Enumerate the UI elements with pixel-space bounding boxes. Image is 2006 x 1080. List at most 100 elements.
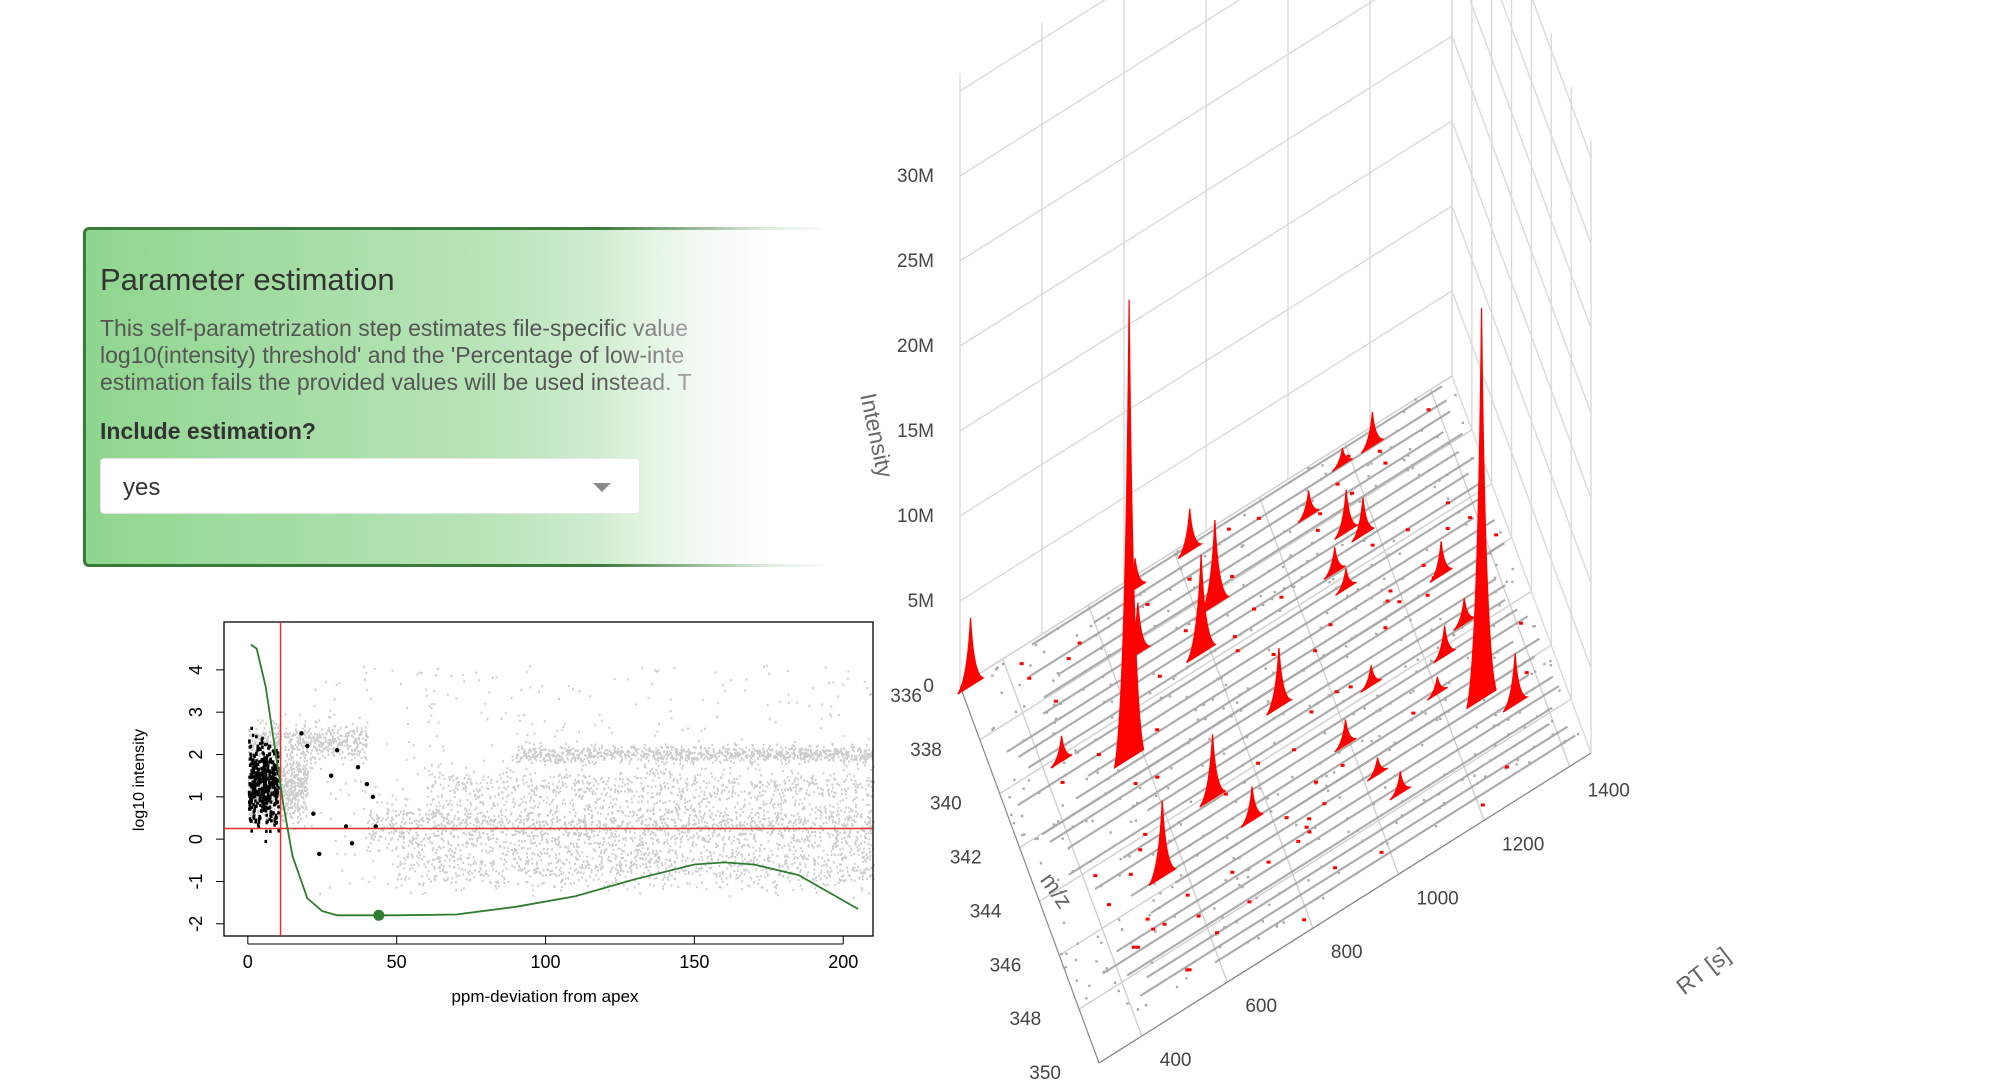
ppm-deviation-scatter-plot: 0 50 100 150 200 -2 -1 0 1 2 3 4 ppm-deviation from… xyxy=(131,621,875,1006)
density-curve xyxy=(250,643,859,917)
intensity-tick-label: 15M xyxy=(897,421,934,442)
include-estimation-label: Include estimation? xyxy=(100,418,316,444)
peak xyxy=(1050,735,1073,769)
mz-tick-label: 348 xyxy=(1009,1009,1041,1030)
x-tick-label: 150 xyxy=(679,952,709,972)
minor-peaks xyxy=(1019,408,1529,972)
panel-fade-overlay xyxy=(600,220,840,580)
peak xyxy=(1360,412,1384,454)
description-line: estimation fails the provided values wil… xyxy=(100,369,692,395)
selected-point xyxy=(343,824,349,829)
grid-line xyxy=(1451,120,1592,499)
y-tick-label: -2 xyxy=(186,916,206,932)
y-tick-label: -1 xyxy=(186,873,206,889)
peak xyxy=(1351,497,1375,543)
peak xyxy=(1433,625,1456,664)
grid-line xyxy=(1531,0,1592,159)
peak xyxy=(1113,299,1145,770)
selected-point xyxy=(317,851,322,857)
selected-points xyxy=(247,726,281,844)
peak xyxy=(1366,757,1389,782)
grid-line xyxy=(1451,290,1592,669)
grid-line xyxy=(1451,375,1592,754)
selected-point xyxy=(373,824,379,829)
rt-tick-label: 800 xyxy=(1331,942,1363,963)
grid-line xyxy=(959,0,1376,262)
tick-labels: 0 5M 10M 15M 20M 25M 30M 336 338 340 342 344 346 348 3… xyxy=(890,166,1630,1080)
y-tick-label: 4 xyxy=(186,665,206,675)
x-tick-label: 200 xyxy=(828,952,858,972)
plot-frame xyxy=(223,621,874,937)
plot-axes: 0 50 100 150 200 -2 -1 0 1 2 3 4 xyxy=(186,621,874,972)
grid-line xyxy=(1500,0,1592,244)
include-estimation-select[interactable]: yes xyxy=(100,458,640,514)
mz-tick-label: 338 xyxy=(910,740,942,761)
peak xyxy=(1426,676,1448,701)
peak xyxy=(1199,734,1227,808)
grid-line xyxy=(979,429,1473,741)
intensity-tick-label: 5M xyxy=(908,591,934,612)
background-points xyxy=(247,664,875,899)
peak xyxy=(1389,771,1412,801)
selected-point xyxy=(334,748,340,753)
rt-tick-label: 600 xyxy=(1245,996,1277,1017)
mz-tick-label: 344 xyxy=(970,901,1002,922)
peak xyxy=(1240,786,1264,829)
peak xyxy=(957,617,985,695)
intensity-tick-label: 20M xyxy=(897,336,934,357)
peak xyxy=(1335,568,1357,596)
x-axis-label: RT [s] xyxy=(1671,942,1735,1000)
intensity-tick-label: 10M xyxy=(897,506,934,527)
plot-foreground xyxy=(224,622,873,936)
x-tick-label: 100 xyxy=(530,952,560,972)
rt-mz-intensity-3d-plot: 0 5M 10M 15M 20M 25M 30M 336 338 340 342 344 346 348 3… xyxy=(855,0,1735,1080)
grid-line xyxy=(1078,698,1572,1010)
y-tick-label: 1 xyxy=(186,792,206,802)
grid-line xyxy=(959,0,1241,177)
panel-title: Parameter estimation xyxy=(100,262,395,297)
peak xyxy=(1200,520,1230,615)
peak xyxy=(1177,508,1204,559)
grid-line xyxy=(999,483,1493,795)
grid-line xyxy=(1451,205,1592,584)
description-line: This self-parametrization step estimates… xyxy=(100,315,689,341)
peak xyxy=(1360,665,1382,693)
peak xyxy=(1323,547,1346,580)
grid-line xyxy=(959,35,1453,347)
peak xyxy=(1266,647,1294,716)
background-points xyxy=(247,664,875,899)
grid-line xyxy=(959,120,1453,432)
peak xyxy=(1297,490,1320,524)
trace-lines xyxy=(1006,385,1576,997)
selected-point xyxy=(364,781,370,787)
peak xyxy=(1429,541,1453,583)
mz-tick-label: 340 xyxy=(930,794,962,815)
grid-line xyxy=(1039,590,1532,903)
grid-line xyxy=(1451,35,1592,414)
selected-point xyxy=(299,731,304,736)
grid-line xyxy=(1469,0,1592,329)
rt-tick-label: 400 xyxy=(1160,1050,1192,1071)
peak xyxy=(1466,308,1497,710)
y-tick-label: 2 xyxy=(186,749,206,759)
grid-line xyxy=(959,0,1106,92)
intensity-tick-label: 0 xyxy=(923,676,934,697)
mz-tick-label: 342 xyxy=(950,848,982,869)
z-axis-label: Intensity xyxy=(855,391,898,481)
x-tick-label: 50 xyxy=(387,952,407,972)
peak xyxy=(1331,447,1354,472)
grid-line xyxy=(1344,443,1485,821)
y-tick-label: 0 xyxy=(186,834,206,844)
selected-point xyxy=(328,773,334,778)
y-axis-label: log10 intensity xyxy=(131,729,148,831)
peak xyxy=(1186,554,1217,664)
grid-line xyxy=(1429,389,1571,767)
peak xyxy=(1502,653,1530,713)
optimum-point xyxy=(373,909,385,921)
x-axis-label: ppm-deviation from apex xyxy=(451,987,639,1006)
selected-point xyxy=(311,811,316,816)
mz-tick-label: 350 xyxy=(1029,1063,1061,1080)
grid-line xyxy=(1087,604,1229,983)
peak xyxy=(1334,719,1357,753)
grid-line xyxy=(1258,497,1400,875)
